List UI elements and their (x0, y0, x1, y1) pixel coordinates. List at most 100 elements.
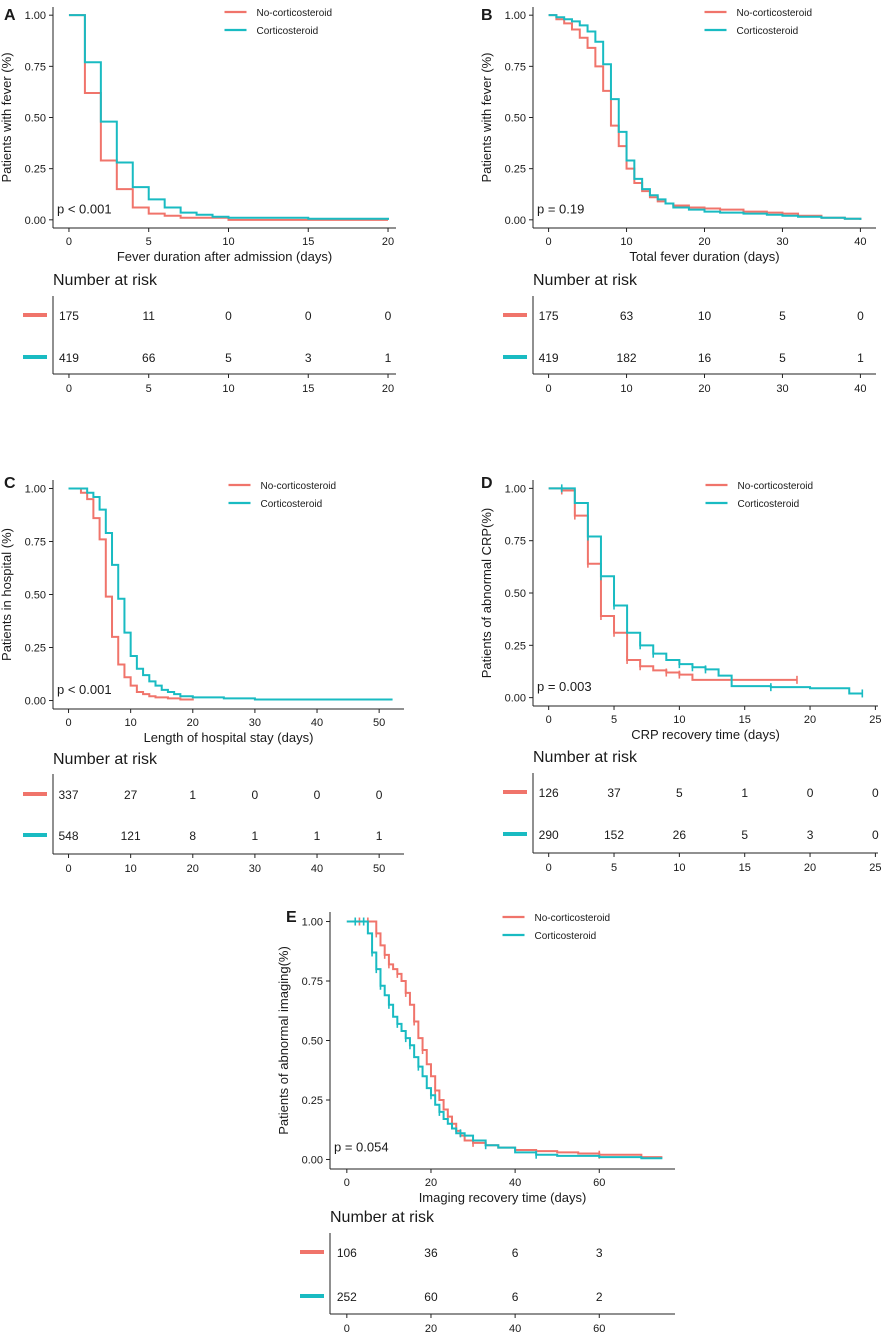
x-tick-label-c: 10 (125, 717, 137, 729)
risk-count-e-0: 106 (337, 1246, 357, 1260)
risk-count-b-0: 0 (857, 309, 864, 323)
x-tick-label-c: 0 (65, 717, 71, 729)
km-curve-e-1 (346, 920, 663, 1160)
x-tick-label-d: 0 (546, 714, 552, 726)
risk-x-tick-label-a: 0 (66, 383, 72, 395)
x-tick-label-e: 40 (509, 1177, 521, 1189)
risk-count-b-1: 419 (539, 351, 559, 365)
risk-count-b-1: 1 (857, 351, 864, 365)
risk-count-a-0: 0 (225, 309, 232, 323)
x-tick-label-a: 5 (146, 236, 152, 248)
x-tick-label-d: 10 (673, 714, 685, 726)
y-tick-label-e: 0.75 (302, 976, 323, 988)
x-tick-label-c: 30 (249, 717, 261, 729)
x-tick-label-a: 0 (66, 236, 72, 248)
y-tick-label-c: 0.25 (25, 643, 46, 655)
x-tick-label-b: 0 (546, 236, 552, 248)
risk-x-tick-label-a: 20 (382, 383, 394, 395)
y-tick-label-b: 0.75 (505, 61, 526, 73)
panel-label-d: D (481, 475, 493, 492)
panel-label-b: B (481, 7, 493, 24)
risk-x-tick-label-d: 0 (546, 862, 552, 874)
y-tick-label-d: 0.50 (505, 588, 526, 600)
x-tick-label-b: 40 (854, 236, 866, 248)
risk-count-b-0: 175 (539, 309, 559, 323)
x-tick-label-b: 20 (698, 236, 710, 248)
risk-count-d-0: 1 (741, 786, 748, 800)
y-tick-label-d: 0.00 (505, 693, 526, 705)
x-axis-label-c: Length of hospital stay (days) (144, 730, 314, 745)
x-axis-label-b: Total fever duration (days) (629, 249, 779, 264)
y-axis-label-e: Patients of abnormal imaging(%) (276, 946, 291, 1135)
legend-label-c-1: Corticosteroid (261, 499, 323, 510)
y-axis-label-c: Patients in hospital (%) (0, 528, 14, 661)
risk-x-tick-label-d: 20 (804, 862, 816, 874)
x-tick-label-a: 20 (382, 236, 394, 248)
risk-x-tick-label-b: 20 (698, 383, 710, 395)
risk-x-tick-label-b: 0 (546, 383, 552, 395)
risk-x-tick-label-c: 30 (249, 863, 261, 875)
risk-x-tick-label-a: 10 (222, 383, 234, 395)
km-curve-d-0 (548, 487, 797, 681)
risk-count-b-1: 5 (779, 351, 786, 365)
km-curve-c-0 (68, 487, 194, 701)
legend-label-d-1: Corticosteroid (738, 499, 800, 510)
x-axis-label-e: Imaging recovery time (days) (419, 1190, 587, 1205)
risk-count-d-1: 5 (741, 828, 748, 842)
risk-count-c-0: 0 (252, 788, 259, 802)
km-curve-e-0 (346, 920, 663, 1159)
x-axis-label-a: Fever duration after admission (days) (117, 249, 332, 264)
panel-label-c: C (4, 475, 16, 492)
y-tick-label-b: 1.00 (505, 10, 526, 22)
risk-count-c-1: 548 (59, 829, 79, 843)
risk-count-b-1: 16 (698, 351, 712, 365)
risk-count-e-0: 6 (512, 1246, 519, 1260)
x-tick-label-d: 5 (611, 714, 617, 726)
risk-count-d-0: 0 (807, 786, 814, 800)
risk-x-tick-label-d: 25 (869, 862, 881, 874)
risk-x-tick-label-b: 10 (620, 383, 632, 395)
y-tick-label-a: 0.50 (25, 113, 46, 125)
risk-count-a-0: 0 (305, 309, 312, 323)
y-tick-label-e: 0.50 (302, 1036, 323, 1048)
y-tick-label-b: 0.00 (505, 215, 526, 227)
risk-x-tick-label-a: 5 (146, 383, 152, 395)
y-tick-label-e: 0.00 (302, 1154, 323, 1166)
legend-label-a-1: Corticosteroid (257, 26, 319, 37)
risk-x-tick-label-a: 15 (302, 383, 314, 395)
risk-x-tick-label-d: 10 (673, 862, 685, 874)
y-tick-label-a: 0.25 (25, 164, 46, 176)
risk-count-a-1: 3 (305, 351, 312, 365)
y-axis-label-d: Patients of abnormal CRP(%) (479, 508, 494, 679)
y-tick-label-c: 1.00 (25, 483, 46, 495)
risk-count-c-1: 121 (121, 829, 141, 843)
y-tick-label-d: 1.00 (505, 483, 526, 495)
risk-count-c-1: 1 (252, 829, 259, 843)
x-tick-label-d: 15 (739, 714, 751, 726)
risk-count-d-0: 126 (539, 786, 559, 800)
risk-x-tick-label-c: 20 (187, 863, 199, 875)
x-tick-label-c: 40 (311, 717, 323, 729)
p-value-a: p < 0.001 (57, 202, 112, 217)
risk-count-a-1: 66 (142, 351, 156, 365)
x-tick-label-e: 20 (425, 1177, 437, 1189)
risk-x-tick-label-d: 5 (611, 862, 617, 874)
y-axis-label-b: Patients with fever (%) (479, 52, 494, 182)
x-tick-label-a: 15 (302, 236, 314, 248)
y-tick-label-c: 0.00 (25, 696, 46, 708)
y-tick-label-a: 0.00 (25, 215, 46, 227)
y-tick-label-e: 1.00 (302, 917, 323, 929)
risk-count-c-0: 27 (124, 788, 138, 802)
risk-count-a-1: 1 (385, 351, 392, 365)
p-value-e: p = 0.054 (334, 1140, 389, 1155)
legend-label-b-1: Corticosteroid (737, 26, 799, 37)
y-tick-label-c: 0.75 (25, 536, 46, 548)
y-tick-label-a: 1.00 (25, 10, 46, 22)
p-value-b: p = 0.19 (537, 202, 584, 217)
risk-title-c: Number at risk (53, 751, 158, 768)
risk-x-tick-label-e: 0 (344, 1323, 350, 1335)
x-tick-label-a: 10 (222, 236, 234, 248)
